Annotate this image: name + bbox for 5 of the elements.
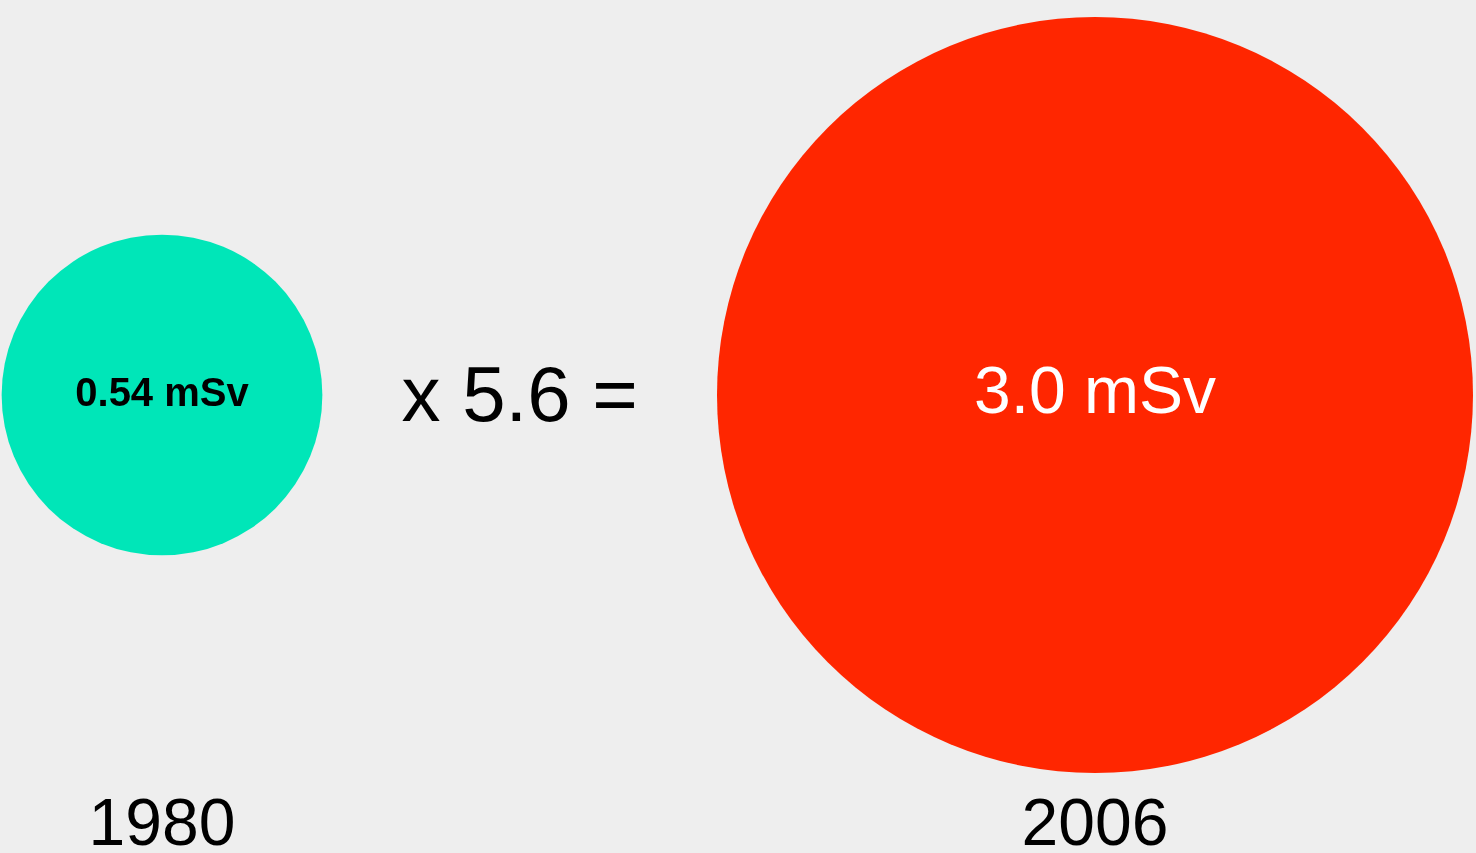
- category-label: 1980: [88, 785, 236, 853]
- text: x 5.6 =: [401, 349, 638, 438]
- data-label: 3.0 mSv: [973, 353, 1217, 428]
- data-label: 0.54 mSv: [75, 370, 250, 415]
- category-label: 2006: [1021, 785, 1169, 853]
